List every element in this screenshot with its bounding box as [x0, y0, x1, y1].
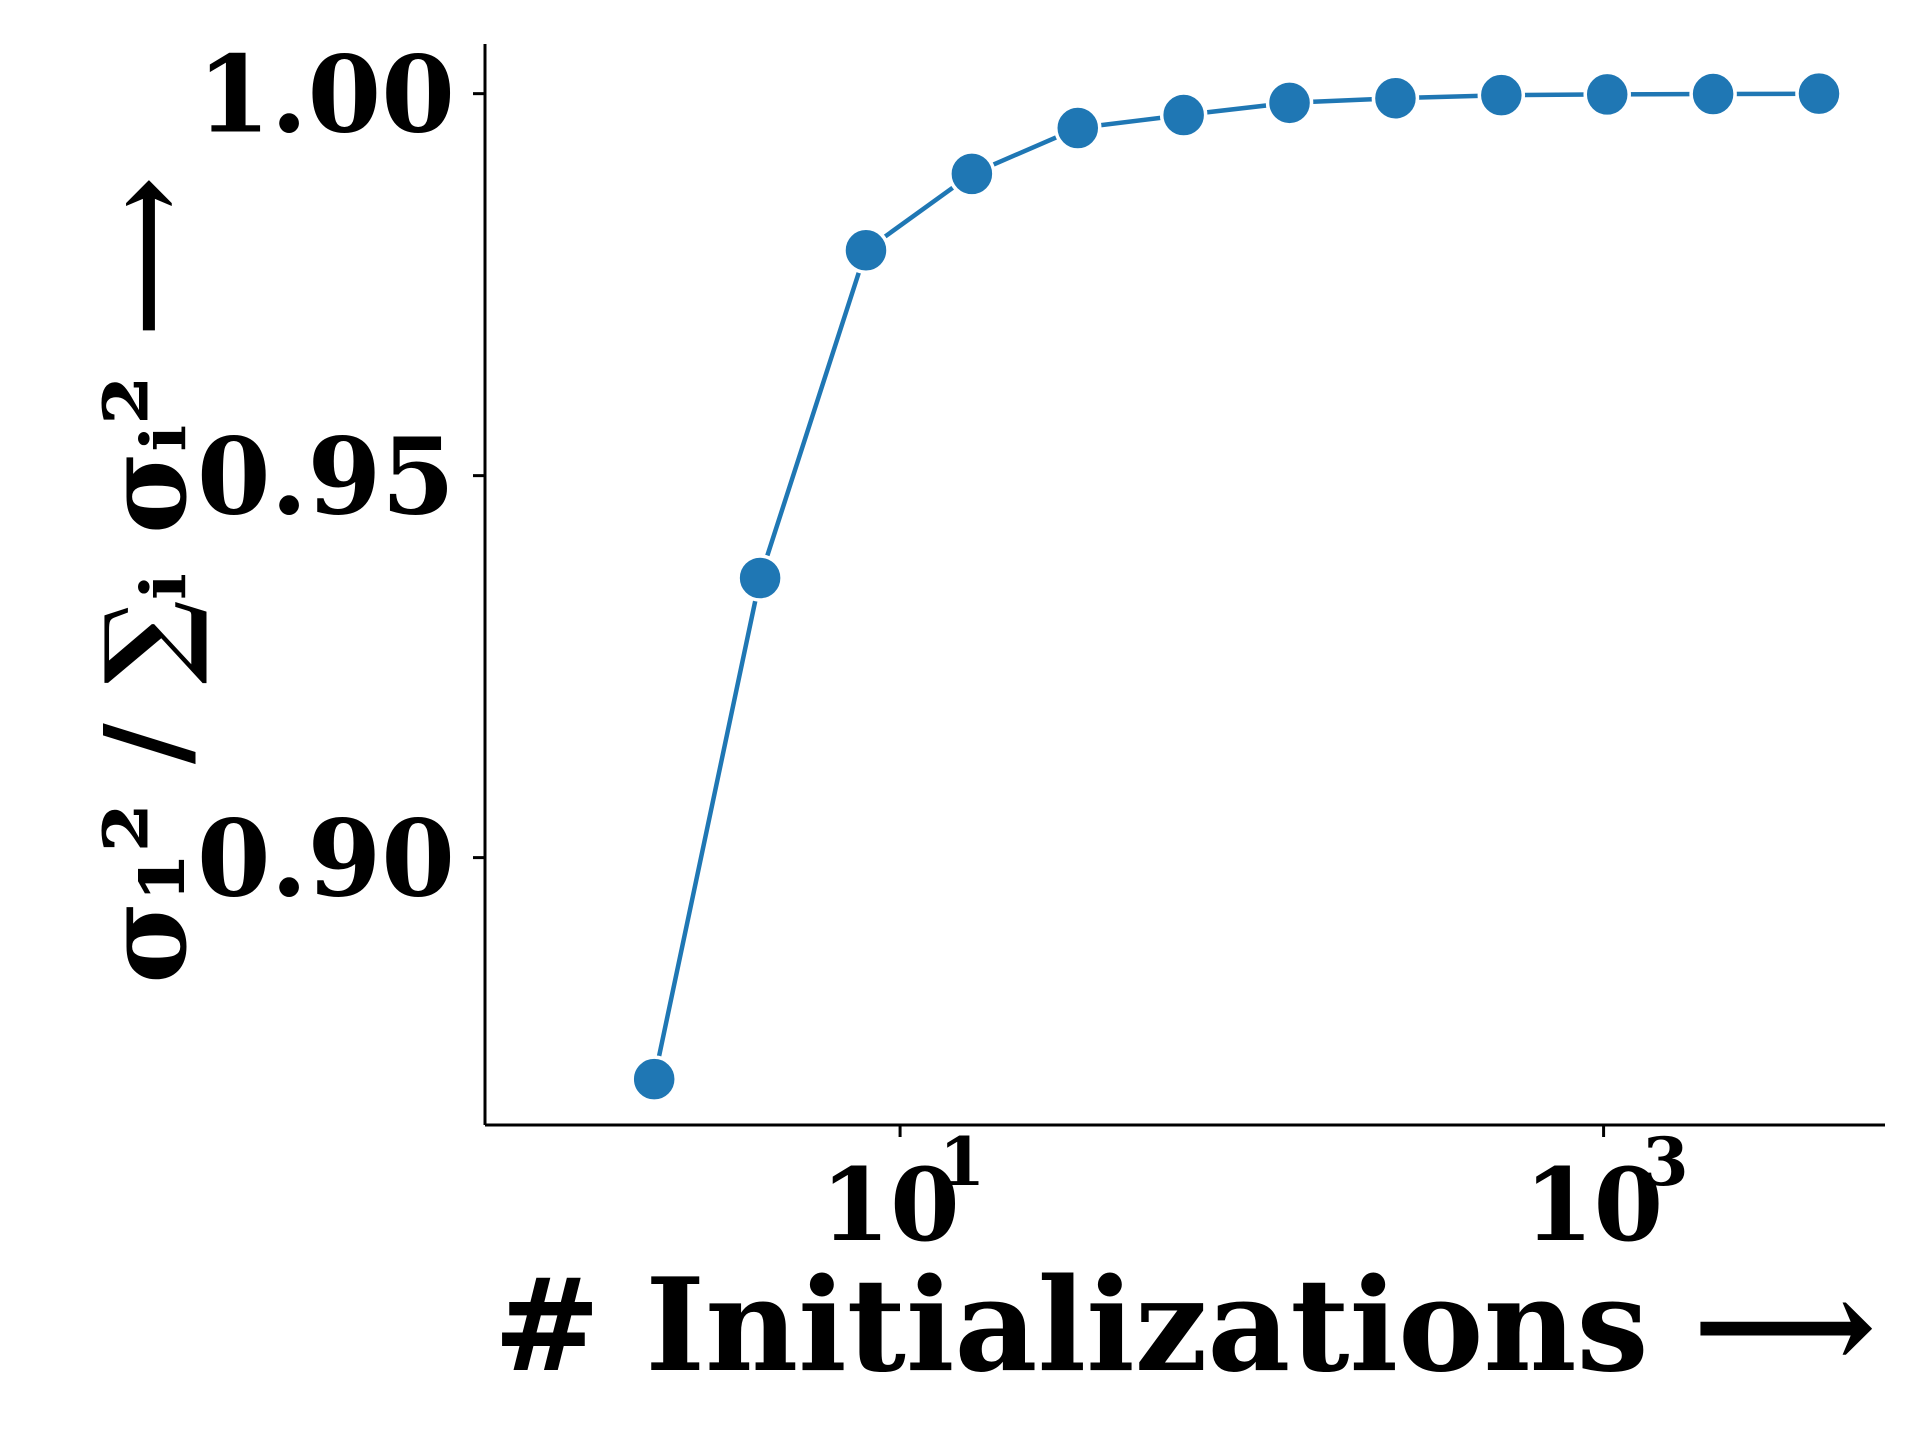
series: [630, 69, 1843, 1103]
data-point: [1054, 104, 1102, 152]
data-point: [1583, 70, 1631, 119]
data-point: [1159, 91, 1208, 139]
data-point: [630, 1055, 678, 1103]
x-tick-label-exponent: 1: [939, 1123, 985, 1201]
y-tick-label: 0.90: [197, 796, 455, 921]
data-point: [1689, 70, 1737, 118]
y-tick-label: 0.95: [197, 414, 455, 539]
data-point: [1265, 79, 1314, 127]
data-point: [842, 226, 890, 275]
series-line: [651, 91, 1820, 1080]
y-axis-title: σ₁² / ∑ᵢ σᵢ² ⟶: [81, 176, 212, 984]
axes: [483, 44, 1885, 1127]
x-tick-label-exponent: 3: [1643, 1123, 1689, 1201]
data-point: [1371, 74, 1420, 122]
y-tick-label: 1.00: [197, 32, 455, 157]
x-tick-label-base: 10: [1524, 1146, 1663, 1264]
data-point: [1477, 71, 1526, 119]
x-axis-title: # Initializations ⟶: [493, 1251, 1876, 1401]
data-point: [948, 150, 996, 198]
x-tick-label-base: 10: [820, 1146, 959, 1264]
data-point: [736, 554, 784, 602]
data-point: [1795, 69, 1843, 118]
